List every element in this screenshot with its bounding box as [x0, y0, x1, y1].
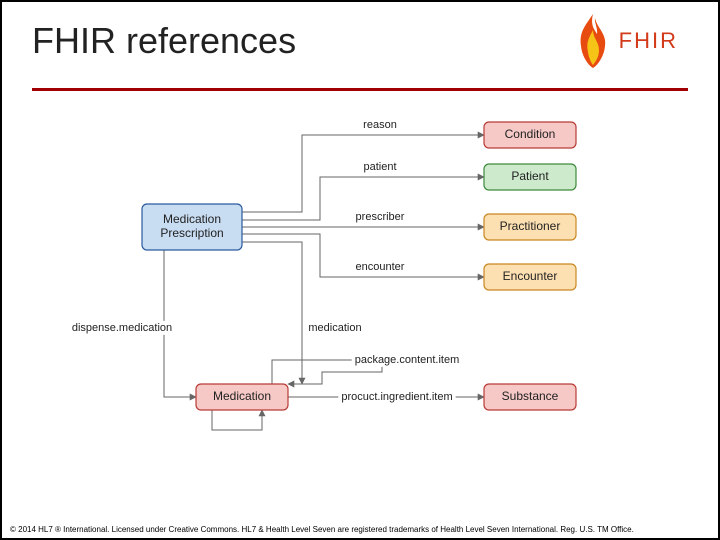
reference-diagram: reason patient prescriber encounter medicati…: [2, 2, 720, 540]
svg-text:Encounter: Encounter: [503, 269, 558, 283]
node-rx: MedicationPrescription: [142, 204, 242, 250]
node-encounter: Encounter: [484, 264, 576, 290]
svg-text:procuct.ingredient.item: procuct.ingredient.item: [341, 391, 452, 403]
svg-text:Substance: Substance: [502, 389, 559, 403]
edge-e-ingredient: procuct.ingredient.item: [288, 390, 484, 404]
svg-text:dispense.medication: dispense.medication: [72, 322, 172, 334]
edge-e-prescriber: prescriber: [242, 210, 484, 227]
edge-e-reason: reason: [242, 118, 484, 212]
svg-text:Prescription: Prescription: [160, 226, 223, 240]
title-rule: [32, 88, 688, 91]
svg-text:Medication: Medication: [163, 212, 221, 226]
fhir-logo: FHIR: [573, 12, 678, 70]
slide-frame: FHIR references FHIR reasonpatientprescr…: [0, 0, 720, 540]
svg-text:prescriber: prescriber: [356, 211, 405, 223]
node-patient: Patient: [484, 164, 576, 190]
svg-text:encounter: encounter: [356, 261, 405, 273]
node-practitioner: Practitioner: [484, 214, 576, 240]
edge-e-package: package.content.item: [272, 353, 462, 384]
svg-text:medication: medication: [308, 322, 361, 334]
copyright-footer: © 2014 HL7 ® International. Licensed und…: [10, 525, 710, 534]
edge-e-encounter: encounter: [242, 234, 484, 277]
svg-text:Practitioner: Practitioner: [500, 219, 561, 233]
node-condition: Condition: [484, 122, 576, 148]
edge-e-patient: patient: [242, 160, 484, 220]
edge-e-self: [212, 410, 262, 430]
svg-text:Condition: Condition: [505, 127, 556, 141]
node-substance: Substance: [484, 384, 576, 410]
svg-text:Medication: Medication: [213, 389, 271, 403]
svg-text:package.content.item: package.content.item: [355, 354, 460, 366]
edge-e-dispense: dispense.medication: [69, 250, 196, 397]
edge-e-medication: medication: [242, 242, 365, 384]
svg-text:patient: patient: [363, 161, 396, 173]
svg-text:Patient: Patient: [511, 169, 549, 183]
node-medication: Medication: [196, 384, 288, 410]
logo-text: FHIR: [619, 28, 678, 54]
svg-text:reason: reason: [363, 119, 397, 131]
flame-icon: [573, 12, 613, 70]
